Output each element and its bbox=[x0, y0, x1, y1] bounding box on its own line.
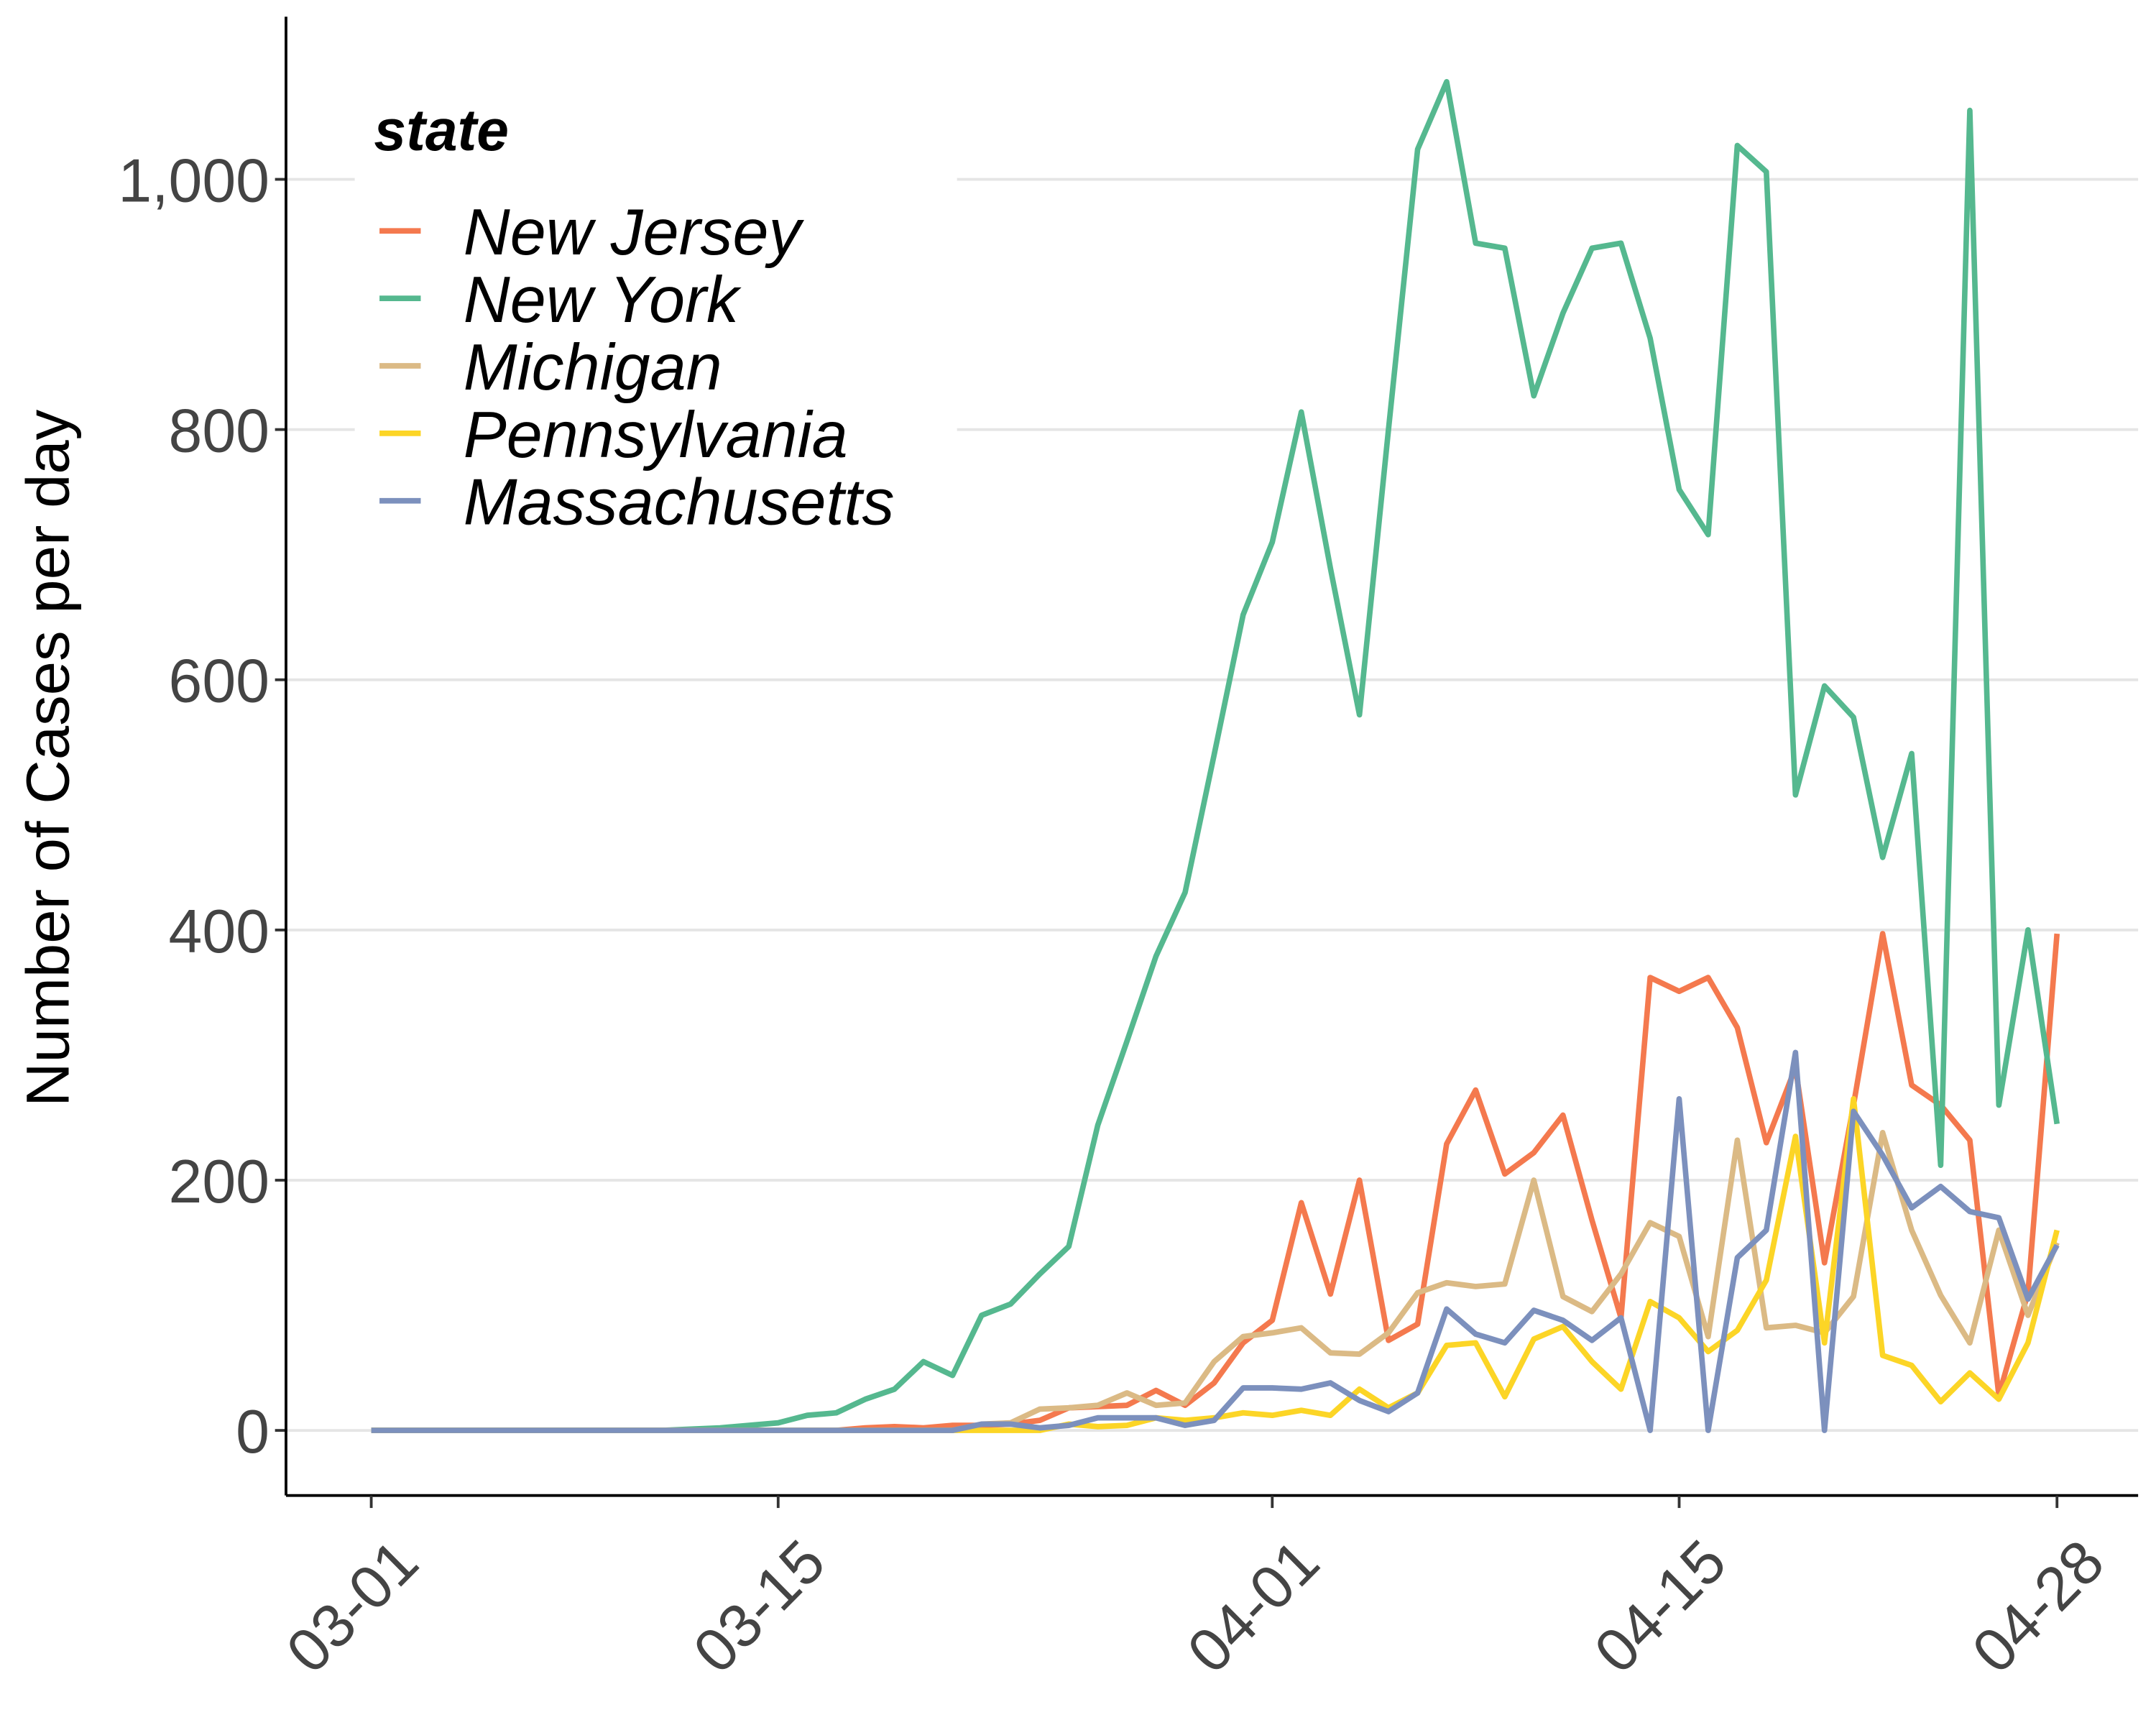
legend-label: Michigan bbox=[464, 331, 722, 404]
legend-label: Pennsylvania bbox=[464, 398, 848, 472]
legend-label: New Jersey bbox=[464, 196, 804, 270]
y-tick-label: 400 bbox=[169, 896, 270, 965]
series-line bbox=[371, 1049, 2060, 1433]
y-tick-label: 1,000 bbox=[118, 146, 270, 215]
x-tick-label: 03-15 bbox=[681, 1527, 838, 1686]
x-tick-label: 04-15 bbox=[1581, 1527, 1738, 1686]
x-tick-label: 04-28 bbox=[1959, 1527, 2116, 1686]
y-tick-label: 600 bbox=[169, 646, 270, 715]
x-tick-label: 04-01 bbox=[1174, 1527, 1332, 1686]
y-axis-label: Number of Cases per day bbox=[14, 409, 81, 1107]
legend-background bbox=[354, 80, 957, 547]
legend-title: state bbox=[374, 98, 509, 164]
legend-label: Massachusetts bbox=[464, 466, 895, 539]
y-tick-label: 0 bbox=[236, 1397, 270, 1466]
x-tick-label: 03-01 bbox=[273, 1527, 430, 1686]
y-tick-label: 800 bbox=[169, 396, 270, 465]
y-tick-label: 200 bbox=[169, 1147, 270, 1216]
legend-label: New York bbox=[464, 264, 742, 337]
